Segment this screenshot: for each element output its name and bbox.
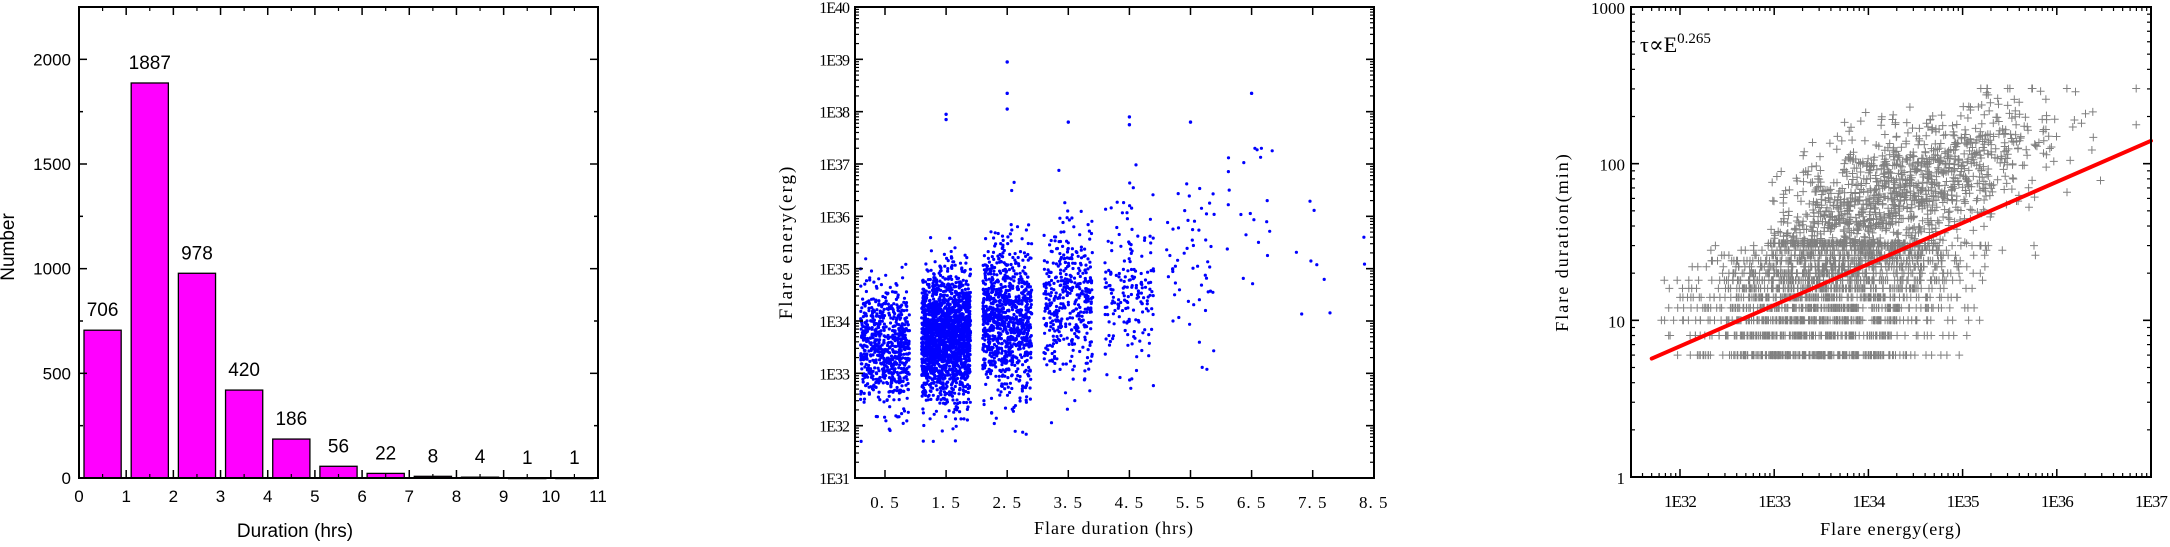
x-tick-label: 6 [357,487,366,506]
y-axis-title: Number [0,213,19,281]
y-tick-label: 100 [1600,156,1626,175]
histogram-bar [83,329,122,479]
x-tick-label: 1E37 [2135,492,2168,511]
y-tick-label: 1 [1617,469,1626,488]
x-tick-label: 1E35 [1947,492,1979,511]
panel-duration-vs-energy: 1E32 1E33 1E34 1E35 1E36 1E37 1 10 100 1000 τ∝E0.… [1552,0,2169,540]
y-tick-label: 1E32 [819,419,850,436]
bar-value-label: 8 [428,446,439,467]
y-tick-label: 1E35 [819,262,850,279]
scatter-axes: 1E32 1E33 1E34 1E35 1E36 1E37 1 10 100 1000 [1591,0,2169,511]
y-tick-label: 1E33 [819,366,850,383]
x-tick-label: 1E33 [1758,492,1790,511]
power-law-annotation: τ∝E0.265 [1640,31,1711,57]
x-tick-label: 11 [589,487,607,506]
plot-frame [854,6,1375,479]
histogram-bar [224,389,264,479]
x-tick-label: 0 [74,487,83,506]
y-tick-label: 1E38 [819,105,850,122]
x-tick-label: 3 [216,487,225,506]
scatter-axes: 0. 5 1. 5 2. 5 3. 5 4. 5 5. 5 6. 5 7. 5 8. 5 1E31… [819,0,1389,512]
y-tick-label: 0 [62,469,71,488]
x-tick-label: 2. 5 [992,493,1022,512]
x-tick-label: 1. 5 [931,493,961,512]
power-law-fit-line [1649,138,2153,361]
x-tick-label: 2 [169,487,178,506]
y-tick-label: 2000 [33,50,71,69]
bar-value-label: 706 [87,300,119,321]
x-tick-label: 1E34 [1852,492,1885,511]
y-axis-title: Flare duration(min) [1552,152,1573,331]
bar-value-label: 56 [328,436,349,457]
x-tick-label: 0. 5 [870,493,900,512]
x-tick-label: 1 [121,487,130,506]
panel-energy-vs-duration: 0. 5 1. 5 2. 5 3. 5 4. 5 5. 5 6. 5 7. 5 8. 5 1E31… [776,0,1389,539]
x-axis-title: Flare energy(erg) [1820,519,1962,540]
x-tick-label: 8. 5 [1359,493,1389,512]
bar-value-label: 1887 [129,53,171,74]
scatter-points [1657,84,2141,360]
bar-value-labels: 706 1887 978 420 186 56 22 8 4 1 1 [87,53,580,469]
x-tick-label: 1E36 [2041,492,2073,511]
bar-value-label: 1 [522,448,533,469]
y-tick-label: 1000 [1591,0,1625,18]
annotation-base: τ∝E [1640,32,1677,57]
x-tick-label: 5 [310,487,319,506]
histogram-bar [177,272,217,479]
bar-value-label: 186 [275,409,307,430]
y-tick-label: 1E40 [819,0,850,17]
x-tick-label: 10 [541,487,560,506]
bar-value-label: 978 [181,243,213,264]
x-tick-label: 4. 5 [1115,493,1145,512]
bar-value-label: 420 [228,360,260,381]
plot-frame [1630,6,2152,478]
x-tick-label: 9 [499,487,508,506]
x-axis-title: Duration (hrs) [237,521,353,542]
annotation-exponent: 0.265 [1677,31,1711,47]
x-tick-label: 7. 5 [1298,493,1328,512]
x-tick-label: 8 [452,487,461,506]
histogram-bar [272,438,311,479]
y-tick-label: 1E36 [819,209,850,226]
x-tick-label: 4 [263,487,272,506]
x-tick-label: 5. 5 [1176,493,1206,512]
y-tick-label: 1E39 [819,52,850,69]
bar-value-label: 1 [569,448,580,469]
x-tick-label: 7 [405,487,414,506]
x-tick-label: 6. 5 [1237,493,1267,512]
scatter-points [859,60,1367,443]
y-tick-label: 1E34 [819,314,850,331]
y-tick-label: 1E31 [819,471,850,488]
x-tick-label: 1E32 [1664,492,1696,511]
x-tick-label: 3. 5 [1054,493,1084,512]
bar-value-label: 22 [375,443,396,464]
x-axis-title: Flare duration (hrs) [1034,518,1194,539]
bar-value-label: 4 [475,447,486,468]
y-tick-label: 1000 [33,260,71,279]
histogram-bars [83,82,594,480]
y-tick-label: 1500 [33,155,71,174]
y-tick-label: 500 [43,364,71,383]
y-tick-label: 1E37 [819,157,850,174]
y-tick-label: 10 [1608,312,1625,331]
y-axis-title: Flare enery(erg) [776,165,797,320]
histogram-bar [130,82,170,479]
